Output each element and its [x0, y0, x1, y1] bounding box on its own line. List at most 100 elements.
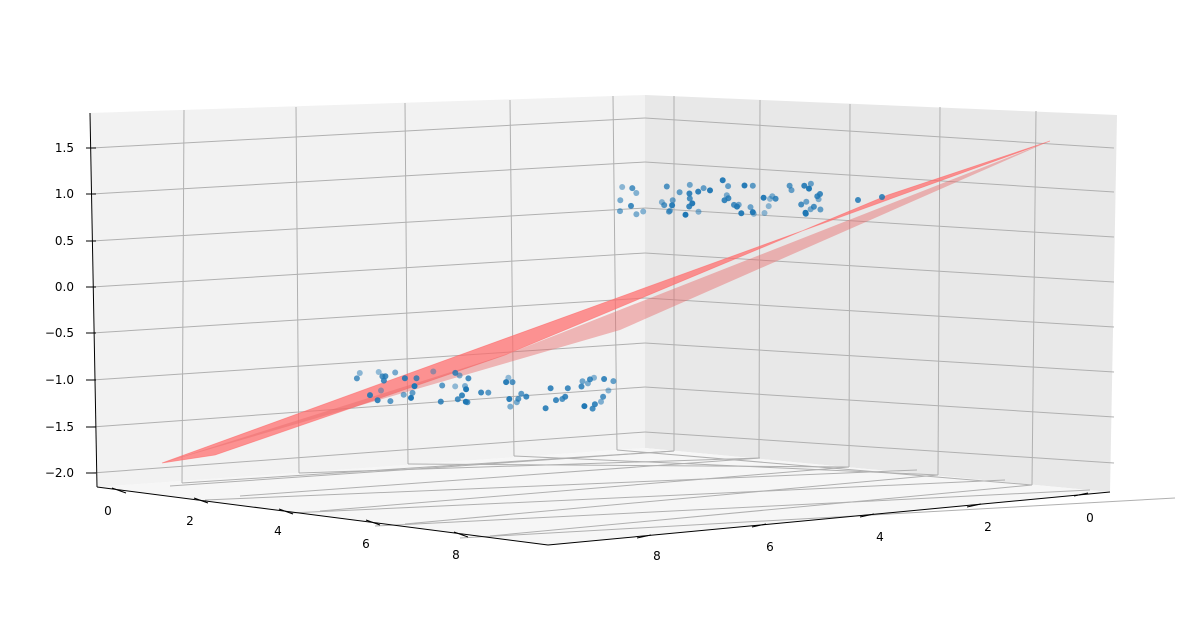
y-tick [636, 534, 652, 539]
scatter-point [617, 197, 624, 204]
scatter-point [523, 393, 530, 400]
scatter-point [452, 369, 459, 376]
scatter-point [605, 387, 612, 394]
scatter-point [507, 403, 514, 410]
scatter-point [564, 385, 571, 392]
z-grid-left [91, 252, 646, 288]
scatter-point [464, 399, 471, 406]
scatter-point [617, 208, 623, 215]
scatter-point [669, 202, 676, 209]
scatter-point [367, 392, 373, 399]
z-tick-label: 1.5 [55, 141, 74, 155]
scatter-point [430, 368, 437, 375]
scatter-point [456, 372, 463, 379]
scatter-point [506, 396, 513, 402]
z-tick-label: −1.0 [45, 373, 74, 387]
scatter-point [879, 194, 885, 200]
x-tick [365, 519, 381, 526]
scatter-point [629, 185, 636, 192]
z-tick-label: 0.0 [55, 280, 74, 294]
scatter-point [735, 201, 742, 208]
scatter-point [600, 393, 607, 400]
scatter-point [485, 389, 492, 396]
scatter-point [749, 209, 756, 216]
scatter-point [686, 181, 693, 188]
scatter-point [633, 211, 640, 218]
grid-lines [91, 95, 1176, 539]
scatter-point [452, 383, 459, 390]
x-tick [278, 508, 294, 515]
scatter-point [749, 182, 756, 189]
scatter-points-front [353, 191, 885, 410]
scatter-point [686, 195, 693, 202]
floor-grid [489, 484, 1033, 537]
x-grid-vertical [612, 95, 618, 451]
right-back-pane [645, 95, 1117, 492]
scatter-point [454, 396, 461, 403]
z-tick-label: −2.0 [45, 466, 74, 480]
floor-grid [374, 489, 1091, 527]
scatter-point [802, 209, 809, 216]
floor-grid [289, 479, 1006, 514]
x-tick [453, 531, 469, 538]
y-grid-vertical [1031, 110, 1037, 486]
x-tick-label: 6 [362, 537, 370, 551]
scatter-point [803, 198, 810, 205]
axes [86, 112, 1111, 546]
scatter-point [667, 207, 673, 214]
scatter-point [689, 200, 696, 207]
scatter-point [786, 182, 793, 189]
scatter-point [815, 196, 822, 203]
scatter-point [817, 191, 823, 197]
x-grid-vertical [295, 106, 300, 474]
scatter-point [578, 383, 585, 390]
scatter-point [633, 190, 640, 196]
z-grid-left [91, 431, 646, 474]
floor-grid [616, 449, 1033, 486]
scatter-point [669, 197, 676, 204]
x-tick-label: 0 [104, 504, 112, 518]
y-tick [1073, 492, 1089, 497]
floor-grid [459, 497, 1176, 539]
scatter-point [682, 211, 689, 218]
scatter-point [465, 375, 472, 382]
scatter-point [378, 387, 384, 394]
scatter-point [400, 391, 407, 398]
tick-labels: 1.5 1.0 0.5 0.0 −0.5 −1.0 −1.5 −2.0 0 2 4 6 8 8 6 4 2 0 [45, 141, 1094, 563]
scatter-point [413, 375, 420, 382]
scatter-point [478, 389, 485, 396]
y-axis-line [547, 491, 1111, 546]
scatter-point [437, 398, 444, 405]
y-tick-label: 6 [766, 540, 774, 554]
scatter-point [695, 208, 702, 215]
x-grid-vertical [181, 109, 185, 484]
scatter-point [553, 397, 559, 404]
scatter-point [747, 204, 754, 211]
z-grid-right [644, 252, 1115, 283]
z-grid-right [644, 297, 1115, 328]
x-tick [193, 497, 209, 504]
scatter-point [738, 210, 745, 217]
scatter-point [547, 385, 554, 392]
scatter-point [505, 374, 512, 381]
y-tick [859, 513, 875, 518]
x-tick-label: 2 [186, 514, 194, 528]
scatter-point [587, 376, 593, 383]
scatter-point [579, 378, 586, 385]
scatter-points-back [518, 177, 824, 412]
scatter-point [801, 182, 808, 189]
x-tick [111, 487, 127, 494]
scatter-point [817, 206, 824, 213]
z-tick-label: −0.5 [45, 326, 74, 340]
z-grid-left [91, 342, 646, 381]
y-grid-vertical [937, 106, 941, 476]
floor-grid [204, 469, 918, 501]
scatter-point [509, 379, 516, 386]
z-grid-right [644, 431, 1115, 464]
z-axis-line [89, 112, 98, 488]
scatter-point [411, 383, 418, 390]
scatter-point [769, 193, 776, 200]
x-tick-label: 8 [452, 548, 460, 562]
floor-grid [298, 457, 761, 474]
